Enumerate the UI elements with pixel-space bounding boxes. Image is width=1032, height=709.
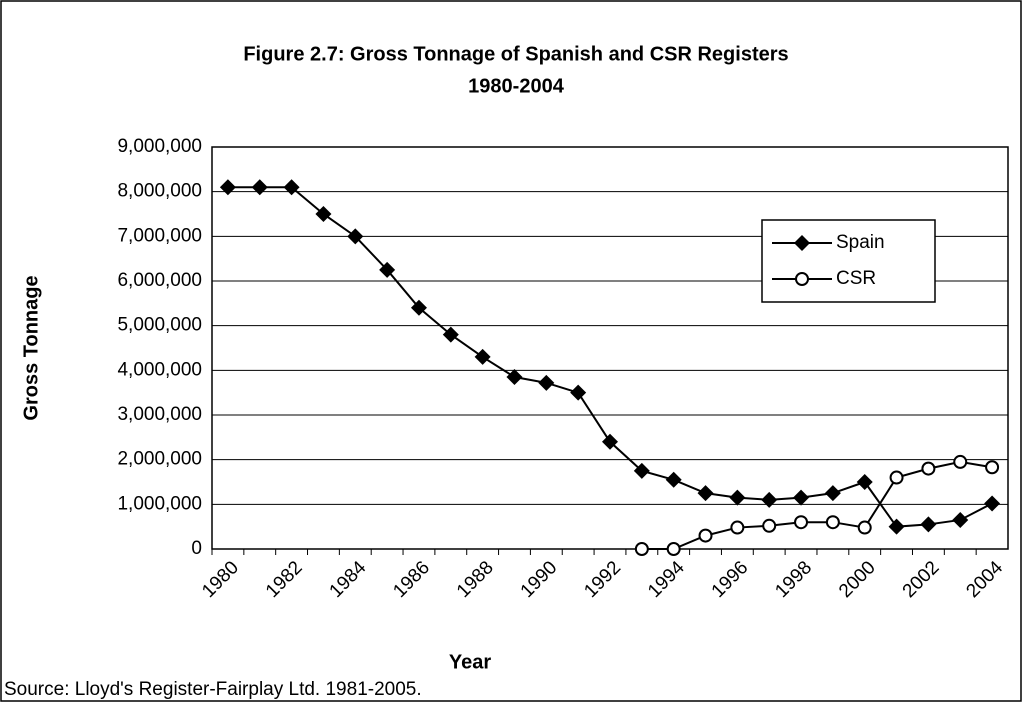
marker bbox=[952, 511, 969, 528]
marker bbox=[283, 179, 300, 196]
y-axis-label: Gross Tonnage bbox=[20, 275, 42, 420]
source-note: Source: Lloyd's Register-Fairplay Ltd. 1… bbox=[4, 679, 422, 700]
marker bbox=[666, 542, 681, 556]
marker bbox=[824, 485, 841, 502]
legend-label: Spain bbox=[836, 232, 885, 253]
legend-marker bbox=[794, 235, 810, 251]
marker bbox=[347, 228, 364, 245]
marker bbox=[857, 520, 872, 535]
y-tick-label: 4,000,000 bbox=[117, 359, 202, 380]
marker bbox=[410, 299, 427, 316]
marker bbox=[729, 489, 746, 506]
marker bbox=[379, 261, 396, 278]
marker bbox=[570, 384, 587, 401]
marker bbox=[762, 518, 777, 533]
marker bbox=[984, 495, 1001, 512]
marker bbox=[506, 369, 523, 386]
legend-label: CSR bbox=[836, 268, 876, 289]
marker bbox=[442, 326, 459, 343]
y-tick-label: 3,000,000 bbox=[117, 404, 202, 425]
y-tick-label: 9,000,000 bbox=[117, 136, 202, 157]
y-tick-label: 6,000,000 bbox=[117, 270, 202, 291]
marker bbox=[219, 179, 236, 196]
y-tick-label: 5,000,000 bbox=[117, 315, 202, 336]
y-tick-label: 7,000,000 bbox=[117, 225, 202, 246]
marker bbox=[761, 491, 778, 508]
marker bbox=[794, 515, 809, 530]
marker bbox=[856, 474, 873, 490]
marker bbox=[953, 454, 968, 469]
marker bbox=[825, 515, 840, 530]
legend-marker bbox=[795, 272, 809, 286]
chart-title: 1980-2004 bbox=[468, 75, 565, 97]
marker bbox=[793, 489, 810, 506]
y-tick-label: 2,000,000 bbox=[117, 449, 202, 470]
marker bbox=[665, 471, 682, 488]
marker bbox=[634, 542, 649, 556]
marker bbox=[697, 485, 714, 502]
marker bbox=[251, 179, 268, 196]
marker bbox=[633, 462, 650, 479]
y-tick-label: 1,000,000 bbox=[117, 493, 202, 514]
chart-title: Figure 2.7: Gross Tonnage of Spanish and… bbox=[243, 43, 788, 65]
marker bbox=[602, 433, 618, 450]
legend bbox=[761, 219, 936, 303]
marker bbox=[888, 518, 905, 535]
plot-area bbox=[211, 146, 1009, 550]
marker bbox=[730, 520, 745, 535]
marker bbox=[985, 460, 1000, 475]
marker bbox=[920, 516, 937, 533]
marker bbox=[889, 470, 904, 485]
marker bbox=[474, 348, 491, 365]
marker bbox=[698, 528, 713, 543]
marker bbox=[538, 374, 555, 391]
y-tick-label: 8,000,000 bbox=[117, 181, 202, 202]
marker bbox=[315, 206, 332, 222]
marker bbox=[921, 461, 936, 476]
y-tick-label: 0 bbox=[191, 538, 202, 559]
x-axis-label: Year bbox=[449, 651, 491, 673]
